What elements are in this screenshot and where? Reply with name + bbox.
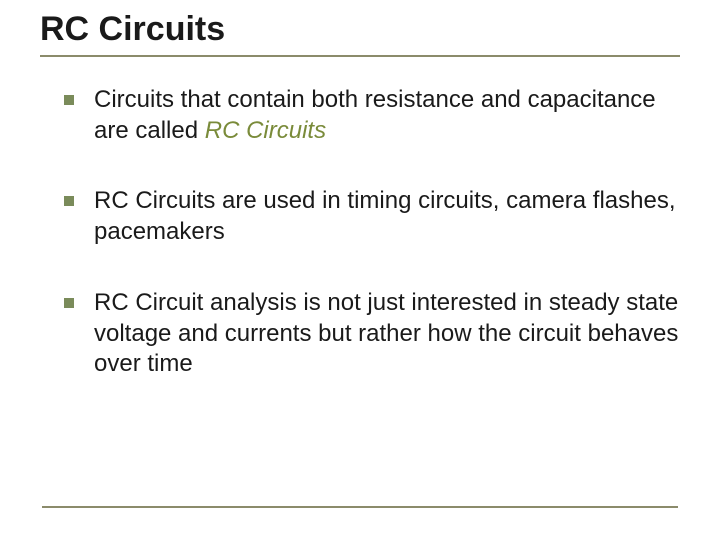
bullet-text-prefix: RC Circuits are used in timing circuits,… [94, 187, 676, 245]
slide-container: RC Circuits Circuits that contain both r… [0, 0, 720, 540]
bullet-item: RC Circuits are used in timing circuits,… [64, 186, 680, 247]
title-rule-wrap: RC Circuits [40, 10, 680, 57]
bullet-text-italic: RC Circuits [205, 117, 326, 144]
slide-title: RC Circuits [40, 10, 680, 49]
footer-rule [42, 506, 678, 508]
bullet-list: Circuits that contain both resistance an… [40, 85, 680, 380]
bullet-text-prefix: RC Circuit analysis is not just interest… [94, 289, 678, 377]
bullet-item: RC Circuit analysis is not just interest… [64, 288, 680, 380]
bullet-text-prefix: Circuits that contain both resistance an… [94, 86, 656, 144]
bullet-item: Circuits that contain both resistance an… [64, 85, 680, 146]
